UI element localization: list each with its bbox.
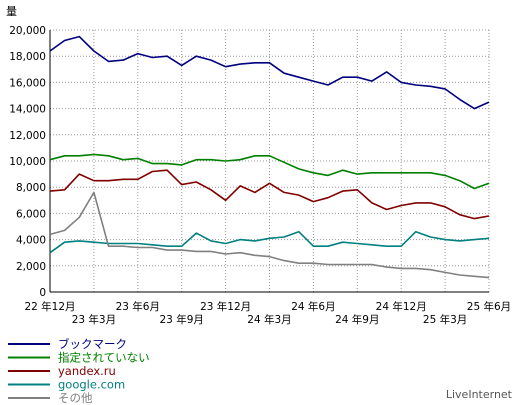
series-line-1 [49, 153, 490, 190]
x-tick-label: 23 年12月 [200, 300, 251, 313]
x-tick-label: 24 年6月 [291, 300, 335, 313]
x-tick-label: 25 年6月 [467, 300, 511, 313]
brand-label: LiveInternet [446, 388, 513, 401]
legend-label: yandex.ru [58, 364, 116, 378]
y-tick-label: 10,000 [9, 156, 46, 168]
x-tick-label: 24 年9月 [335, 313, 379, 326]
y-tick-label: 0 [39, 287, 46, 299]
y-tick-label: 14,000 [9, 104, 46, 116]
series-lines [49, 35, 490, 279]
x-tick-label: 25 年3月 [423, 313, 467, 326]
y-tick-label: 20,000 [9, 25, 46, 37]
x-tick-label: 24 年12月 [376, 300, 427, 313]
series-line-4 [49, 191, 490, 279]
axes [49, 30, 489, 293]
series-line-3 [49, 230, 490, 254]
x-tick-label: 24 年3月 [247, 313, 291, 326]
y-tick-label: 8,000 [16, 182, 46, 194]
legend-label: その他 [58, 391, 93, 405]
y-tick-label: 12,000 [9, 130, 46, 142]
y-tick-label: 18,000 [9, 51, 46, 63]
y-ticks: 0 2,000 4,000 6,000 8,000 10,000 12,000 14,000 1… [9, 25, 46, 299]
legend-label: 指定されていない [58, 351, 150, 365]
y-tick-label: 4,000 [16, 235, 46, 247]
grid [49, 29, 490, 293]
legend-label: google.com [58, 378, 125, 392]
legend-label: ブックマーク [58, 337, 127, 351]
x-tick-label: 23 年3月 [72, 313, 116, 326]
series-line-2 [49, 169, 490, 220]
y-tick-label: 2,000 [16, 261, 46, 273]
y-tick-label: 16,000 [9, 77, 46, 89]
x-tick-label: 23 年9月 [160, 313, 204, 326]
x-tick-label: 23 年6月 [116, 300, 160, 313]
series-line-0 [49, 35, 490, 110]
y-tick-label: 6,000 [16, 208, 46, 220]
y-axis-label: 量 [6, 5, 17, 18]
x-tick-label: 22 年12月 [24, 300, 75, 313]
